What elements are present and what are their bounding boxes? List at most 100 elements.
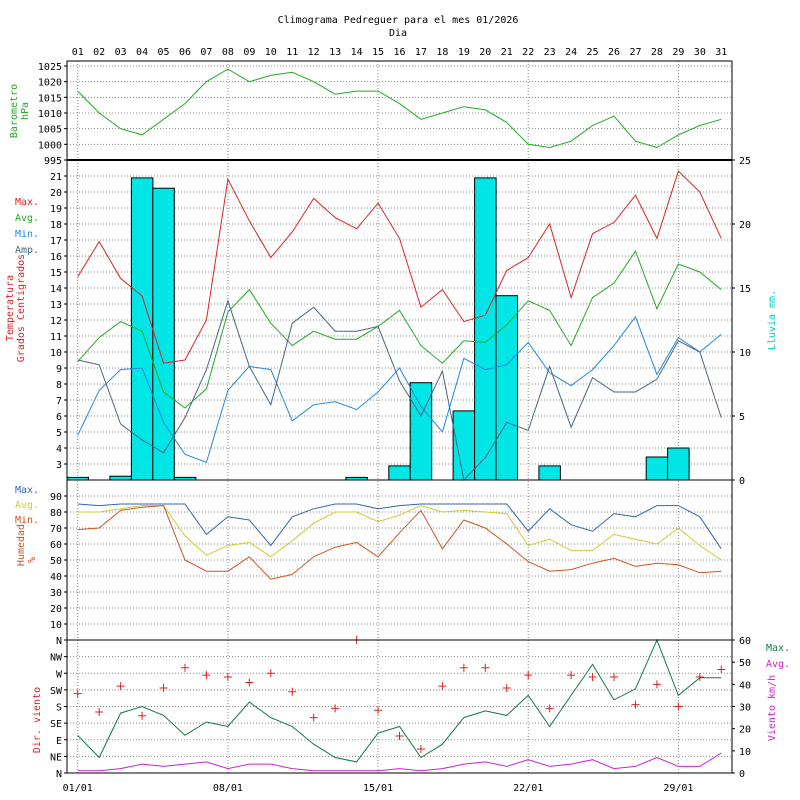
y2-tick-label: 10 xyxy=(739,348,751,359)
wind-direction-marker xyxy=(202,671,211,680)
wind-direction-marker xyxy=(567,671,576,680)
wind-direction-marker xyxy=(610,672,619,681)
day-label: 03 xyxy=(115,47,127,58)
wind-direction-marker xyxy=(459,663,468,672)
y-tick-label: 12 xyxy=(50,316,62,327)
wind-direction-marker xyxy=(116,682,125,691)
y2-tick-label: 0 xyxy=(739,476,745,487)
humidity-avg-line xyxy=(77,505,722,561)
y-tick-label: 10 xyxy=(50,620,62,631)
wind-direction-marker xyxy=(309,713,318,722)
y-tick-label: 5 xyxy=(56,428,62,439)
rain-bar xyxy=(667,447,690,481)
wind-direction-marker xyxy=(652,680,661,689)
y-tick-label: 1015 xyxy=(38,93,62,104)
day-label: 12 xyxy=(308,47,320,58)
day-label: 02 xyxy=(93,47,105,58)
axis-labels: 01 02 03 04 05 06 07 08 09 10 11 12 13 14 15 16 17 18 19 20… xyxy=(5,47,790,794)
rain-bar xyxy=(645,456,669,481)
day-label: 26 xyxy=(608,47,620,58)
y-tick-label: SW xyxy=(50,686,63,697)
day-label: 28 xyxy=(651,47,663,58)
wind-speed-avg-line xyxy=(77,752,722,772)
y2-tick-label: 20 xyxy=(739,220,751,231)
series-lines xyxy=(73,68,726,772)
y-tick-label: 1000 xyxy=(38,140,62,151)
wind-direction-marker xyxy=(245,678,254,687)
temperature-unit-label: Grados Centigrados xyxy=(16,254,27,362)
y-tick-label: 60 xyxy=(50,540,62,551)
wind-direction-axis-label: Dir. viento xyxy=(32,687,43,753)
day-label: 22 xyxy=(522,47,534,58)
wind-speed-legend-item: Avg. xyxy=(766,659,790,670)
barometer-axis-label: Barometro xyxy=(9,84,20,138)
y2-tick-label: 60 xyxy=(739,636,751,647)
y-tick-label: 1025 xyxy=(38,62,62,73)
y-tick-label: 15 xyxy=(50,268,62,279)
y-tick-label: NE xyxy=(50,752,62,763)
humidity-legend-item: Max. xyxy=(15,485,39,496)
day-label: 07 xyxy=(200,47,212,58)
y-tick-label: 995 xyxy=(44,156,62,167)
wind-direction-marker xyxy=(481,663,490,672)
wind-direction-marker xyxy=(374,706,383,715)
day-label: 27 xyxy=(629,47,641,58)
y-tick-label: N xyxy=(56,636,62,647)
temperature-legend-item: Amp. xyxy=(15,245,39,256)
wind-direction-marker xyxy=(180,663,189,672)
wind-direction-marker xyxy=(717,665,726,674)
y-tick-label: 8 xyxy=(56,380,62,391)
y-tick-label: 18 xyxy=(50,220,62,231)
day-label: 08 xyxy=(222,47,234,58)
wind-direction-marker xyxy=(159,684,168,693)
temperature-max-line xyxy=(77,170,722,364)
y-tick-label: 19 xyxy=(50,204,62,215)
y2-tick-label: 20 xyxy=(739,725,751,736)
rain-bar xyxy=(388,465,411,481)
humidity-legend-item: Min. xyxy=(15,515,39,526)
date-label: 29/01 xyxy=(663,783,693,794)
chart-title: Climograma Pedreguer para el mes 01/2026 xyxy=(278,15,519,26)
wind-direction-marker xyxy=(524,671,533,680)
wind-direction-marker xyxy=(545,704,554,713)
plot-frame xyxy=(66,60,733,774)
day-label: 23 xyxy=(544,47,556,58)
y-tick-label: W xyxy=(56,669,63,680)
day-label: 18 xyxy=(436,47,448,58)
day-label: 16 xyxy=(393,47,405,58)
y-tick-label: 13 xyxy=(50,300,62,311)
day-label: 17 xyxy=(415,47,427,58)
temperature-avg-line xyxy=(77,250,722,409)
humidity-max-line xyxy=(77,503,722,550)
rain-bar xyxy=(109,475,132,481)
day-label: 14 xyxy=(351,47,363,58)
y2-tick-label: 25 xyxy=(739,156,751,167)
wind-direction-marker xyxy=(416,744,425,753)
rain-bar xyxy=(495,295,518,481)
y-tick-label: 1010 xyxy=(38,109,62,120)
y-tick-label: 70 xyxy=(50,524,62,535)
y-tick-label: 80 xyxy=(50,508,62,519)
y2-tick-label: 30 xyxy=(739,703,751,714)
y-tick-label: 50 xyxy=(50,556,62,567)
humidity-min-line xyxy=(77,505,722,580)
wind-direction-marker xyxy=(138,711,147,720)
day-label: 24 xyxy=(565,47,577,58)
y-tick-label: 16 xyxy=(50,252,62,263)
date-label: 08/01 xyxy=(213,783,243,794)
wind-direction-marker xyxy=(631,700,640,709)
day-label: 01 xyxy=(72,47,84,58)
rain-bar xyxy=(152,187,175,481)
y-tick-label: 11 xyxy=(50,332,62,343)
y2-tick-label: 5 xyxy=(739,412,745,423)
temperature-legend-item: Max. xyxy=(15,197,39,208)
humidity-unit-label: % xyxy=(27,557,38,563)
barometer-line xyxy=(77,68,722,149)
wind-speed-max-line xyxy=(77,638,722,763)
y2-tick-label: 40 xyxy=(739,680,751,691)
wind-direction-marker xyxy=(674,702,683,711)
wind-speed-legend-item: Max. xyxy=(766,643,790,654)
day-label: 06 xyxy=(179,47,191,58)
day-label: 09 xyxy=(243,47,255,58)
